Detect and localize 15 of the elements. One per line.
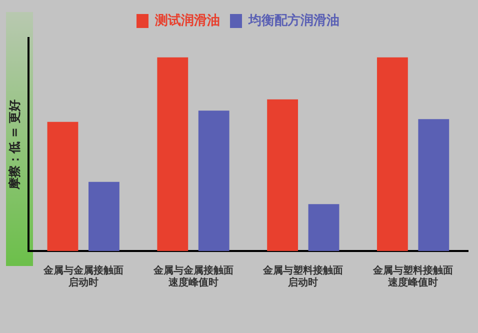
x-tick-label: 金属与塑料接触面启动时 [262,264,344,289]
bar [157,57,188,251]
bar [418,119,450,251]
bar [267,99,298,251]
y-axis-title: 摩擦：低 = 更好 [7,99,22,191]
x-tick-label: 金属与金属接触面启动时 [42,264,124,289]
legend-label: 测试润滑油 [154,12,220,28]
bar [308,204,340,251]
legend-label: 均衡配方润滑油 [248,12,340,28]
bar [47,122,78,251]
bar [376,57,408,251]
bar [88,182,120,251]
bar [198,110,230,251]
x-tick-label: 金属与金属接触面速度峰值时 [152,264,234,289]
x-tick-label: 金属与塑料接触面速度峰值时 [372,264,454,289]
